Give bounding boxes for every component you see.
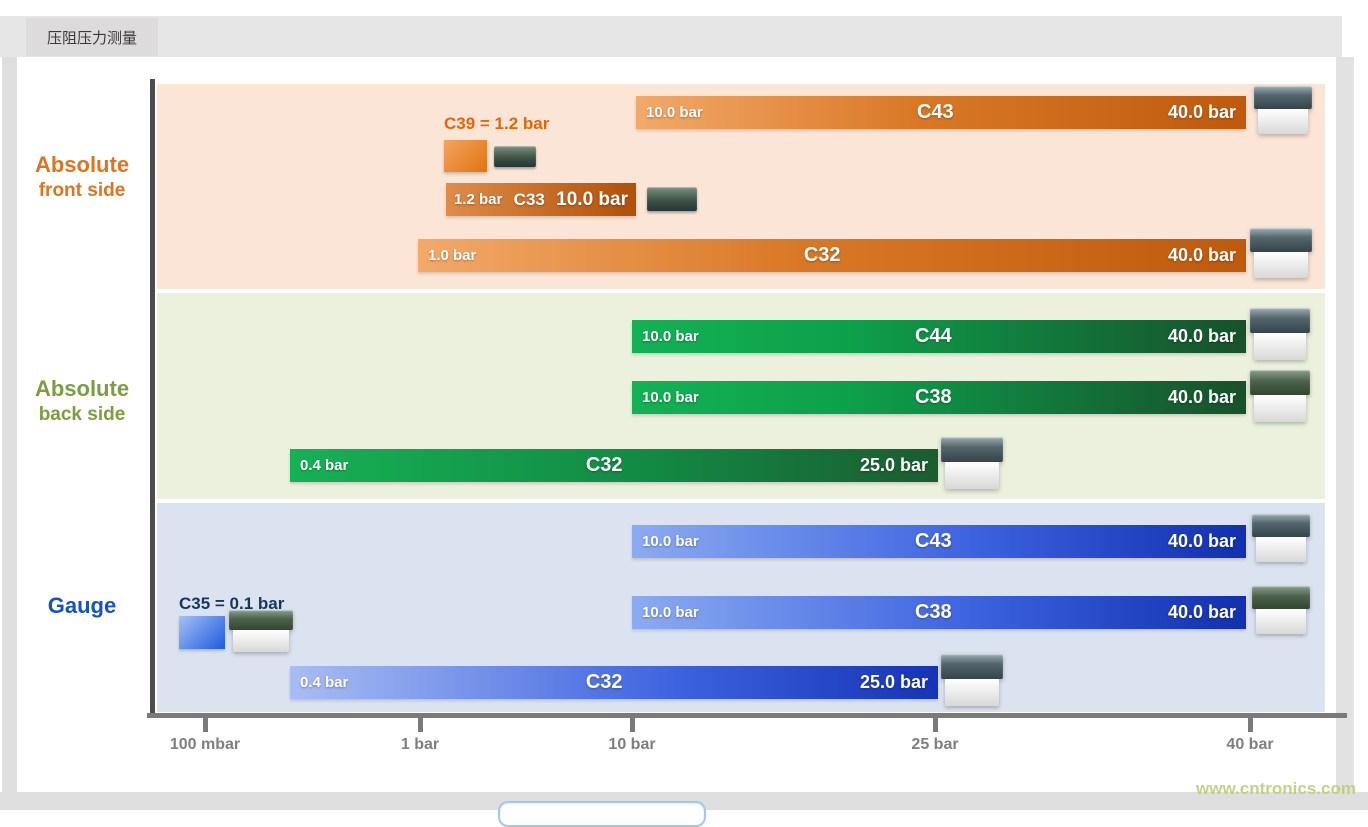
x-tick-25bar [933, 718, 938, 732]
y-axis-line [150, 79, 155, 718]
sensor-image-back-c32 [941, 437, 1003, 489]
sensor-image-gauge-c38 [1252, 586, 1310, 634]
x-tick-label-10bar: 10 bar [608, 736, 656, 753]
sensor-image-back-c38 [1250, 370, 1310, 422]
section-label-absolute-front: Absolute front side [34, 152, 130, 201]
right-frame-strip [1336, 57, 1354, 810]
x-tick-40bar [1248, 718, 1253, 732]
tab-label: 压阻压力测量 [46, 29, 137, 47]
x-tick-label-1bar: 1 bar [400, 736, 440, 753]
point-marker-c35 [179, 616, 225, 649]
annotation-c35: C35 = 0.1 bar [179, 594, 285, 613]
sensor-image-c35 [229, 610, 293, 652]
sensor-image-gauge-c43 [1252, 514, 1310, 562]
x-tick-1bar [418, 718, 423, 732]
sensor-image-front-c43 [1254, 86, 1312, 134]
tab-piezoresistive-pressure[interactable]: 压阻压力测量 [26, 18, 158, 56]
range-bar-front-c43: 10.0 bar C43 40.0 bar [636, 96, 1246, 129]
sensor-image-front-c32 [1250, 228, 1312, 278]
sensor-image-gauge-c32 [941, 654, 1003, 706]
x-tick-100mbar [203, 718, 208, 732]
x-tick-label-25bar: 25 bar [911, 736, 959, 753]
range-bar-back-c44: 10.0 bar C44 40.0 bar [632, 320, 1246, 353]
point-marker-c39 [444, 140, 487, 172]
annotation-c39: C39 = 1.2 bar [444, 114, 550, 133]
x-tick-10bar [630, 718, 635, 732]
range-bar-gauge-c32: 0.4 bar C32 25.0 bar [290, 666, 938, 699]
sensor-image-c39 [494, 146, 536, 167]
sensor-image-back-c44 [1250, 308, 1310, 360]
range-bar-front-c32: 1.0 bar C32 40.0 bar [418, 239, 1246, 272]
x-axis-line [147, 713, 1347, 718]
x-tick-label-100mbar: 100 mbar [169, 736, 241, 753]
range-bar-gauge-c38: 10.0 bar C38 40.0 bar [632, 596, 1246, 629]
x-tick-label-40bar: 40 bar [1226, 736, 1274, 753]
range-bar-front-c33: 1.2 bar C33 10.0 bar [446, 183, 636, 216]
left-frame-strip [2, 57, 17, 797]
range-bar-gauge-c43: 10.0 bar C43 40.0 bar [632, 525, 1246, 558]
header-band [0, 16, 1342, 57]
section-label-absolute-back: Absolute back side [34, 376, 130, 425]
section-label-gauge: Gauge [47, 593, 117, 618]
range-bar-back-c32: 0.4 bar C32 25.0 bar [290, 449, 938, 482]
range-bar-back-c38: 10.0 bar C38 40.0 bar [632, 381, 1246, 414]
sensor-image-c33 [647, 187, 697, 211]
partial-button[interactable] [498, 801, 706, 827]
watermark: www.cntronics.com [1196, 779, 1356, 798]
